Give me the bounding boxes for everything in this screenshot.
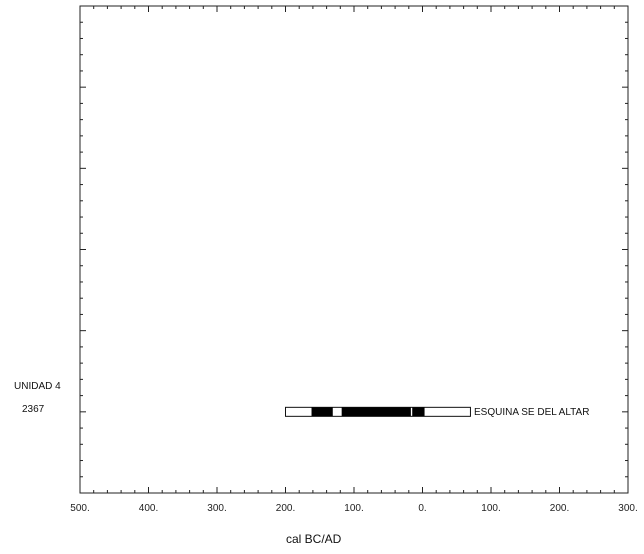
x-tick-label: 300. — [207, 503, 226, 514]
x-tick-label: 300. — [618, 503, 637, 514]
x-tick-label: 0. — [418, 503, 426, 514]
x-axis-label: cal BC/AD — [286, 532, 342, 546]
range-bar-label: ESQUINA SE DEL ALTAR — [474, 407, 590, 418]
range-bar-solid-segment — [341, 407, 411, 417]
x-tick-label: 200. — [550, 503, 569, 514]
x-tick-label: 100. — [344, 503, 363, 514]
range-bar-solid-segment — [412, 407, 425, 417]
x-tick-label: 400. — [139, 503, 158, 514]
x-tick-label: 200. — [276, 503, 295, 514]
sample-label: 2367 — [22, 404, 45, 415]
x-tick-label: 100. — [481, 503, 500, 514]
x-tick-label: 500. — [70, 503, 89, 514]
range-bar-solid-segment — [311, 407, 333, 417]
plot-frame — [79, 5, 629, 494]
group-label: UNIDAD 4 — [14, 381, 61, 392]
